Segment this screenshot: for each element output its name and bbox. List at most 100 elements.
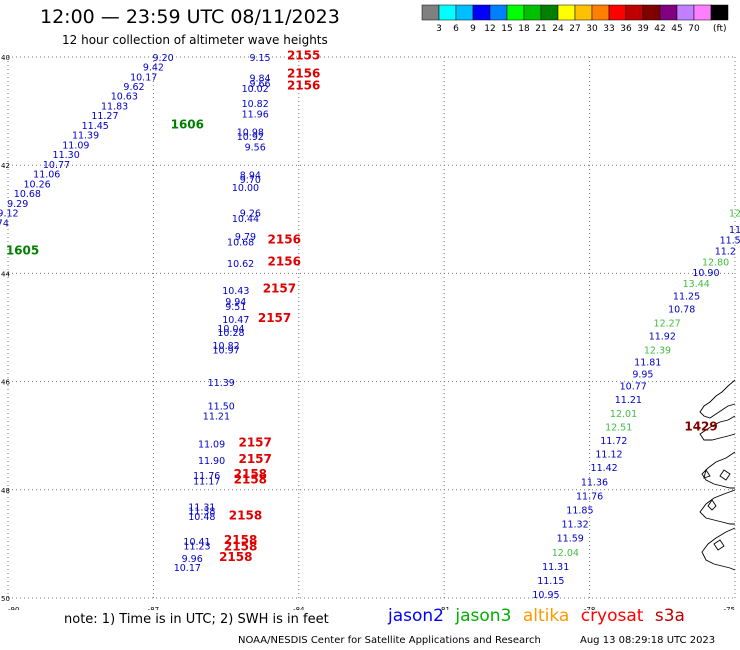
legend-label: 24 (552, 24, 564, 34)
lat-tick-label: 46 (1, 379, 10, 387)
legend-label: 3 (436, 24, 442, 34)
legend-label: 12 (484, 24, 495, 34)
legend-unit: (ft) (713, 24, 727, 34)
lon-tick-label: -81 (438, 606, 449, 610)
wave-height-label: 11 (729, 225, 740, 236)
wave-height-label: 13.44 (683, 279, 710, 290)
wave-height-label: 11.30 (53, 150, 80, 161)
page-title: 12:00 — 23:59 UTC 08/11/2023 (40, 6, 340, 28)
pass-time-label: 1429 (684, 419, 717, 433)
wave-height-label: 11.72 (600, 436, 627, 447)
pass-time-label: 2158 (219, 550, 252, 564)
wave-height-label: 11.90 (198, 456, 225, 467)
color-legend: 3 6 9 12 15 18 21 24 27 30 33 36 39 42 45 70 (ft) (421, 4, 729, 34)
wave-height-label: 12 (729, 209, 740, 220)
wave-height-label: 11.15 (537, 576, 564, 587)
wave-height-label: 11.83 (101, 101, 128, 112)
wave-height-label: 10.26 (23, 179, 50, 190)
wave-height-label: 9.29 (7, 199, 28, 210)
lon-tick-label: -84 (293, 606, 305, 610)
lat-tick-label: 48 (1, 487, 10, 495)
wave-height-label: 10.17 (130, 72, 157, 83)
wave-height-label: 10.63 (111, 92, 138, 103)
pass-time-label: 2156 (287, 78, 320, 92)
satellite-legend: jason2 jason3 altika cryosat s3a (388, 606, 691, 626)
wave-height-label: 11.23 (183, 541, 210, 552)
wave-height-label: 10.43 (222, 286, 249, 297)
wave-height-label: 9.62 (123, 82, 144, 93)
credit-text: NOAA/NESDIS Center for Satellite Applica… (238, 635, 541, 646)
wave-height-label: 9.20 (153, 53, 174, 64)
wave-height-label: 11.42 (591, 463, 618, 474)
lat-tick-label: 50 (1, 595, 10, 603)
wave-height-label: 11.25 (673, 291, 700, 302)
wave-height-label: 11.17 (193, 476, 220, 487)
wave-height-label: 10.82 (212, 341, 239, 352)
wave-height-label: 10.95 (532, 590, 559, 601)
wave-height-label: 11.96 (242, 110, 269, 121)
pass-time-label: 2157 (263, 281, 296, 295)
wave-height-label: 10.98 (237, 127, 264, 138)
wave-height-label: 11.38 (188, 507, 215, 518)
wave-height-label: 10.17 (174, 563, 201, 574)
wave-height-label: 9.12 (0, 209, 19, 220)
wave-height-label: 11.45 (82, 121, 109, 132)
legend-label: 42 (654, 24, 665, 34)
legend-label: 30 (586, 24, 598, 34)
wave-height-label: 10.62 (227, 259, 254, 270)
wave-height-label: 10.28 (217, 328, 244, 339)
wave-height-label: 11.21 (615, 395, 642, 406)
satellite-label-altika: altika (522, 606, 570, 626)
wave-height-label: 11.21 (203, 411, 230, 422)
wave-height-label: 12.27 (654, 318, 681, 329)
legend-label: 36 (620, 24, 632, 34)
lon-tick-label: -78 (584, 606, 595, 610)
lat-tick-label: 40 (1, 54, 10, 62)
pass-time-label: 2158 (234, 467, 267, 481)
wave-height-label: 11.27 (91, 111, 118, 122)
pass-time-label: 2158 (224, 539, 257, 553)
wave-height-label: 11.76 (193, 471, 220, 482)
wave-height-label: 11.81 (634, 357, 661, 368)
wave-height-label: 9.70 (240, 175, 261, 186)
wave-height-label: 9.74 (0, 218, 9, 229)
legend-label: 9 (470, 24, 476, 34)
wave-height-label: 10.48 (188, 512, 215, 523)
wave-height-label: 9.56 (245, 143, 266, 154)
legend-label: 39 (637, 24, 649, 34)
wave-height-label: 11.09 (198, 440, 225, 451)
legend-label: 15 (501, 24, 512, 34)
pass-time-label: 2158 (224, 533, 257, 547)
pass-time-label: 2158 (229, 509, 262, 523)
lon-tick-label: -75 (724, 606, 735, 610)
lon-tick-label: -87 (148, 606, 159, 610)
wave-height-label: 10.90 (692, 268, 719, 279)
wave-height-label: 9.51 (225, 302, 246, 313)
wave-height-label: 11.31 (542, 562, 569, 573)
wave-height-label: 9.15 (249, 53, 270, 64)
wave-height-label: 11.09 (62, 140, 89, 151)
wave-height-label: 10.68 (227, 237, 254, 248)
pass-time-label: 1606 (171, 117, 204, 131)
satellite-label-jason3: jason3 (455, 606, 512, 626)
wave-height-label: 12.39 (644, 345, 671, 356)
satellite-label-jason2: jason2 (388, 606, 444, 626)
wave-height-label: 8.94 (240, 171, 261, 182)
wave-height-label: 10.92 (237, 132, 264, 143)
satellite-label-cryosat: cryosat (580, 606, 644, 626)
wave-height-label: 11.31 (188, 502, 215, 513)
wave-height-label: 10.02 (242, 84, 269, 95)
coastline (699, 379, 736, 571)
wave-height-label: 10.82 (242, 99, 269, 110)
wave-height-label: 10.04 (217, 324, 244, 335)
lat-tick-label: 44 (1, 270, 10, 278)
wave-height-label: 9.79 (235, 232, 256, 243)
wave-height-label: 10.47 (222, 315, 249, 326)
legend-label: 27 (569, 24, 580, 34)
footer-note: note: 1) Time is in UTC; 2) SWH is in fe… (64, 612, 329, 627)
page-subtitle: 12 hour collection of altimeter wave hei… (62, 33, 328, 47)
pass-time-label: 2156 (268, 254, 301, 268)
satellite-label-s3a: s3a (654, 606, 685, 626)
wave-height-label: 9.95 (632, 369, 653, 380)
wave-height-label: 11.5 (720, 236, 740, 247)
